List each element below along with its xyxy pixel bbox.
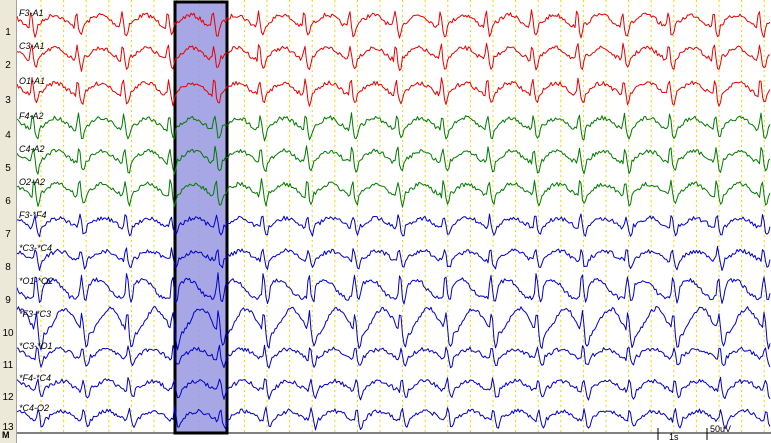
channel-number: 8	[5, 262, 11, 273]
eeg-trace	[17, 178, 771, 208]
channel-label: *O1-*O2	[19, 276, 53, 286]
channel-label: O1-A1	[19, 76, 45, 86]
channel-number: 3	[5, 95, 11, 106]
eeg-trace	[17, 42, 771, 72]
eeg-trace	[17, 145, 771, 175]
montage-marker-label: M	[2, 430, 10, 440]
channel-number: 10	[2, 328, 14, 339]
channel-labels: F3-A1 C3-A1 O1-A1 F4-A2 C4-A2 O2-A2 F3-*F4 *C3-…	[19, 8, 53, 413]
channel-label: *F3-*C3	[19, 309, 51, 319]
channel-label: F4-A2	[19, 111, 44, 121]
channel-number: 6	[5, 196, 11, 207]
time-scale-label: 1s	[669, 432, 679, 442]
channel-number: 9	[5, 295, 11, 306]
eeg-trace	[17, 306, 771, 351]
eeg-trace	[17, 245, 771, 271]
channel-number: 12	[2, 392, 14, 403]
selected-epoch-highlight[interactable]	[173, 0, 229, 435]
time-grid	[40, 0, 765, 433]
channel-label: *F4-*C4	[19, 373, 51, 383]
amplitude-scale-label: 50uV	[710, 424, 731, 434]
eeg-trace	[17, 376, 771, 401]
channel-number: 2	[5, 60, 11, 71]
eeg-trace	[17, 77, 771, 107]
channel-label: *C3-*O1	[19, 341, 53, 351]
channel-label: *C4-O2	[19, 403, 49, 413]
channel-label: F3-A1	[19, 8, 44, 18]
channel-label: O2-A2	[19, 177, 45, 187]
channel-label: C3-A1	[19, 41, 45, 51]
channel-number: 11	[2, 360, 14, 371]
channel-number: 7	[5, 229, 11, 240]
eeg-trace	[17, 344, 771, 369]
eeg-trace	[17, 213, 771, 238]
eeg-trace	[17, 9, 771, 39]
channel-number: 4	[5, 130, 11, 141]
eeg-trace	[17, 112, 771, 142]
eeg-traces	[17, 9, 771, 431]
channel-label: *C3-*C4	[19, 243, 52, 253]
eeg-trace-plot[interactable]: F3-A1 C3-A1 O1-A1 F4-A2 C4-A2 O2-A2 F3-*F4 *C3-…	[17, 0, 771, 443]
scale-bar: 1s 50uV	[17, 424, 771, 442]
channel-label: F3-*F4	[19, 210, 47, 220]
channel-number-gutter: 1 2 3 4 5 6 7 8 9 10 11 12 13	[0, 0, 17, 443]
channel-number: 13	[2, 422, 14, 433]
channel-number: 5	[5, 163, 11, 174]
eeg-trace	[17, 272, 771, 305]
eeg-trace	[17, 405, 771, 431]
channel-number: 1	[5, 27, 11, 38]
channel-label: C4-A2	[19, 144, 45, 154]
